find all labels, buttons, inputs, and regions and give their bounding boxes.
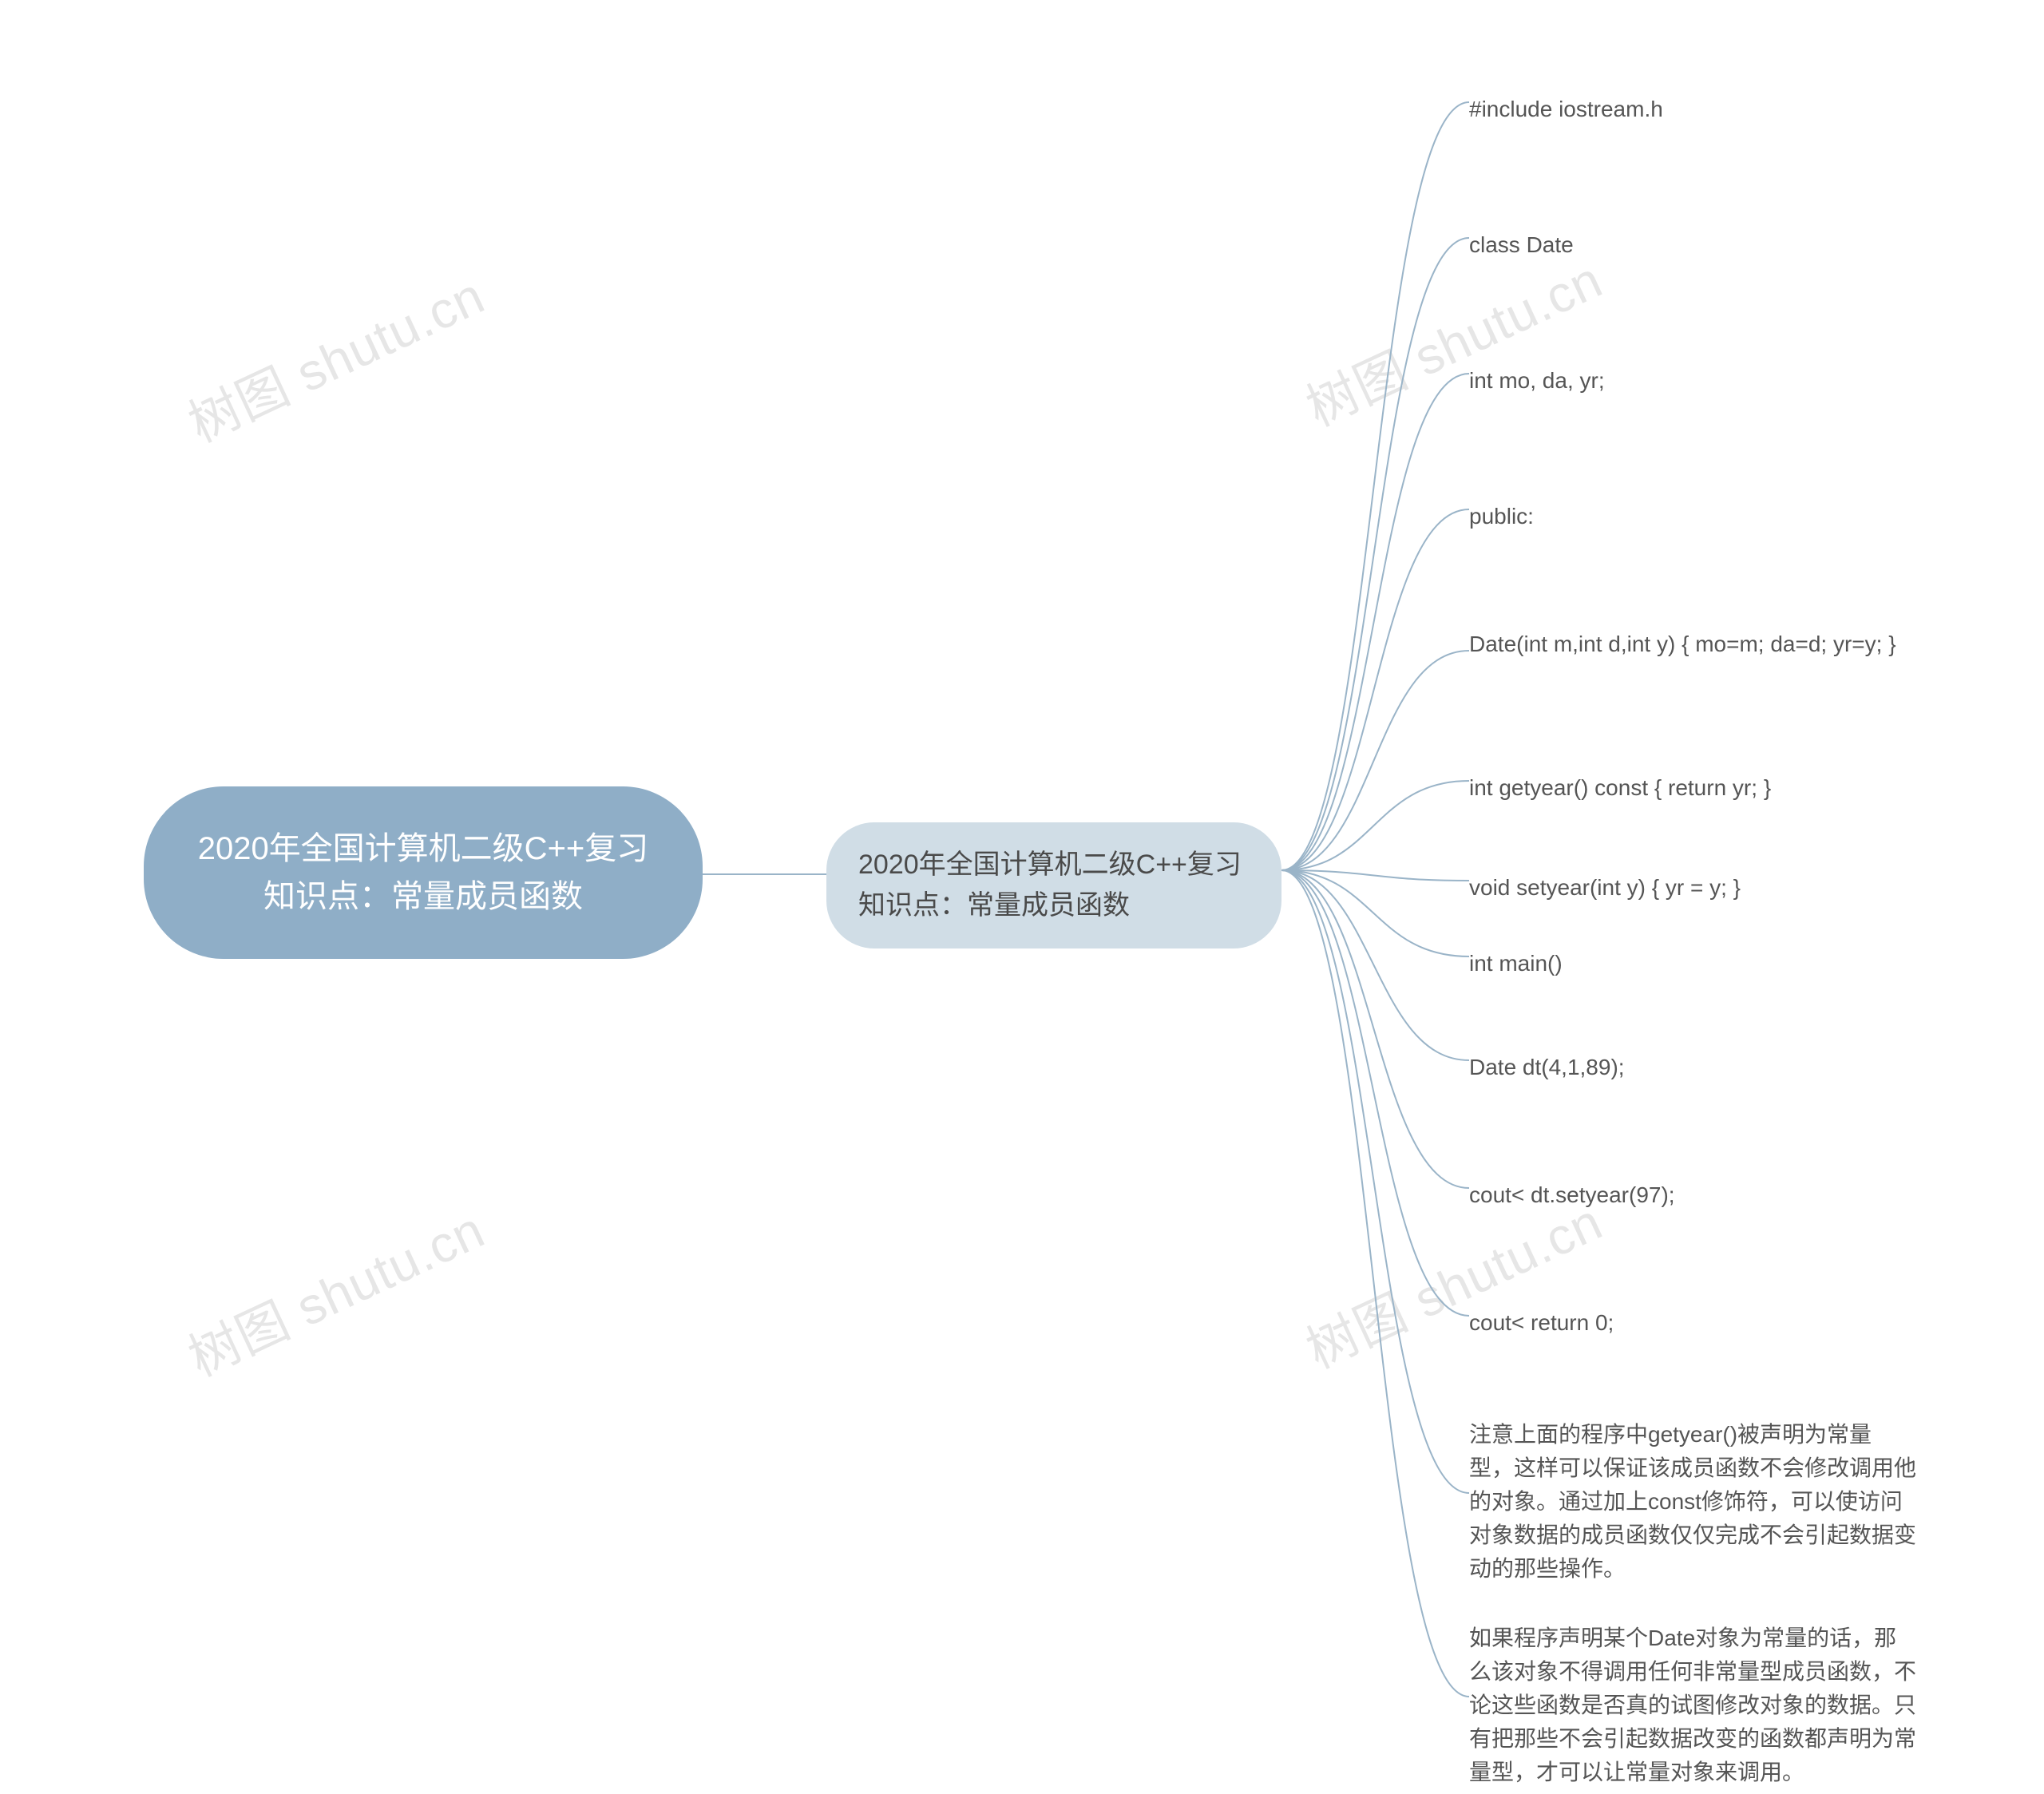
mindmap-leaf-node[interactable]: void setyear(int y) { yr = y; } <box>1469 866 1916 909</box>
mindmap-leaf-node[interactable]: #include iostream.h <box>1469 88 1916 131</box>
mindmap-leaf-node[interactable]: class Date <box>1469 224 1916 267</box>
watermark-1: 树图 shutu.cn <box>175 255 494 457</box>
mindmap-level1-node[interactable]: 2020年全国计算机二级C++复习知识点：常量成员函数 <box>826 822 1281 948</box>
mindmap-root-node[interactable]: 2020年全国计算机二级C++复习知识点：常量成员函数 <box>144 786 703 959</box>
mindmap-leaf-node[interactable]: Date(int m,int d,int y) { mo=m; da=d; yr… <box>1469 623 1916 666</box>
mindmap-leaf-node[interactable]: 注意上面的程序中getyear()被声明为常量型，这样可以保证该成员函数不会修改… <box>1469 1413 1916 1590</box>
watermark-2: 树图 shutu.cn <box>1293 240 1612 441</box>
mindmap-leaf-node[interactable]: Date dt(4,1,89); <box>1469 1046 1916 1089</box>
watermark-3: 树图 shutu.cn <box>175 1190 494 1391</box>
mindmap-leaf-node[interactable]: int mo, da, yr; <box>1469 359 1916 402</box>
mindmap-leaf-node[interactable]: cout< return 0; <box>1469 1301 1916 1345</box>
mindmap-leaf-node[interactable]: int main() <box>1469 942 1916 985</box>
mindmap-leaf-node[interactable]: public: <box>1469 495 1916 538</box>
mindmap-leaf-node[interactable]: 如果程序声明某个Date对象为常量的话，那么该对象不得调用任何非常量型成员函数，… <box>1469 1617 1916 1794</box>
mindmap-leaf-node[interactable]: cout< dt.setyear(97); <box>1469 1174 1916 1217</box>
mindmap-leaf-node[interactable]: int getyear() const { return yr; } <box>1469 766 1916 810</box>
